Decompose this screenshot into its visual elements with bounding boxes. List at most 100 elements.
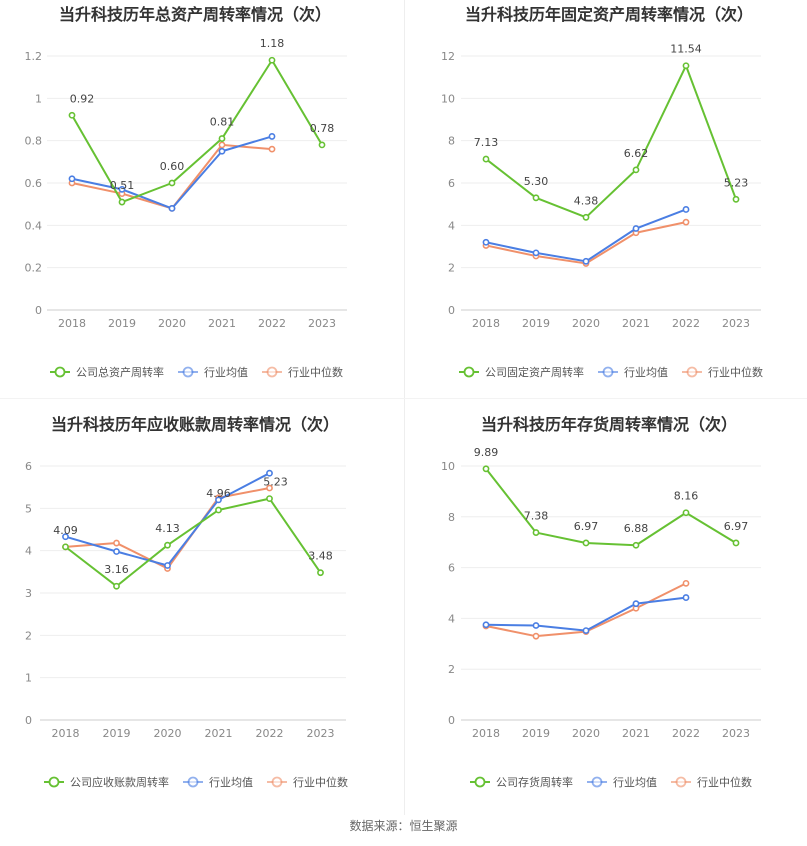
- data-label: 1.18: [260, 37, 285, 50]
- data-point-average: [482, 621, 490, 629]
- legend-label: 公司应收账款周转率: [70, 775, 169, 789]
- y-tick-label: 2: [448, 663, 455, 676]
- data-point-average: [62, 533, 69, 541]
- legend-item-company: 公司存货周转率: [470, 775, 573, 789]
- data-point-company: [632, 541, 640, 549]
- y-tick-label: 0: [448, 714, 455, 727]
- y-tick-label: 0: [35, 304, 42, 317]
- data-label: 0.92: [70, 92, 95, 105]
- y-tick-label: 4: [448, 612, 455, 625]
- y-tick-label: 2: [25, 629, 32, 642]
- y-tick-label: 8: [448, 511, 455, 524]
- legend-item-median: 行业中位数: [262, 365, 343, 379]
- data-point-average: [118, 185, 126, 193]
- series-line-average: [65, 472, 270, 567]
- data-label: 5.23: [724, 176, 749, 189]
- data-label: 5.30: [524, 175, 549, 188]
- series-line-median: [71, 143, 273, 210]
- x-tick-label: 2018: [52, 727, 80, 740]
- data-label: 0.81: [210, 116, 235, 129]
- legend-swatch-marker: [675, 776, 687, 788]
- data-point-median: [218, 141, 226, 149]
- data-point-median: [113, 539, 120, 547]
- legend-item-average: 行业均值: [178, 366, 248, 379]
- legend-swatch-marker: [266, 366, 278, 378]
- data-point-average: [168, 204, 176, 212]
- data-label: 3.48: [308, 550, 333, 563]
- data-point-company: [62, 543, 69, 551]
- legend-item-company: 公司总资产周转率: [50, 365, 164, 379]
- data-label: 9.89: [474, 446, 499, 459]
- x-tick-label: 2019: [103, 727, 131, 740]
- data-point-average: [113, 548, 120, 555]
- legend-swatch-marker: [463, 366, 475, 378]
- data-point-average: [218, 147, 226, 155]
- legend-label: 行业中位数: [293, 775, 348, 789]
- chart-title: 当升科技历年存货周转率情况（次）: [481, 415, 737, 434]
- y-tick-label: 3: [25, 587, 32, 600]
- data-source-label: 数据来源：恒生聚源: [349, 819, 458, 833]
- chart-panel-2: 当升科技历年固定资产周转率情况（次） 0 2 4 6 8 10 12 2018 2019 2020 2…: [441, 5, 763, 379]
- y-tick-label: 1: [35, 92, 42, 105]
- data-point-median: [268, 145, 276, 153]
- x-tick-label: 2022: [256, 727, 284, 740]
- legend-label: 行业中位数: [697, 775, 752, 789]
- y-tick-label: 1: [25, 672, 32, 685]
- y-tick-label: 10: [441, 460, 455, 473]
- data-point-company: [532, 194, 540, 202]
- panel-divider-horizontal: [0, 398, 807, 399]
- y-tick-label: 6: [448, 177, 455, 190]
- data-label: 6.97: [724, 520, 749, 533]
- x-tick-label: 2019: [108, 317, 136, 330]
- legend-label: 行业均值: [209, 776, 253, 789]
- y-tick-label: 4: [25, 545, 32, 558]
- series-line-company: [71, 59, 323, 204]
- x-tick-label: 2023: [722, 317, 750, 330]
- y-tick-label: 8: [448, 135, 455, 148]
- data-label: 3.16: [104, 563, 129, 576]
- data-point-company: [317, 569, 324, 577]
- legend-swatch-marker: [686, 366, 698, 378]
- data-point-average: [582, 257, 590, 265]
- data-point-company: [215, 506, 222, 514]
- data-label: 5.23: [263, 476, 288, 489]
- data-point-median: [266, 484, 273, 492]
- panel-divider-vertical: [404, 0, 405, 815]
- legend-label: 行业中位数: [288, 365, 343, 379]
- x-tick-label: 2021: [208, 317, 236, 330]
- data-point-company: [682, 62, 690, 70]
- legend-label: 行业均值: [624, 366, 668, 379]
- data-point-average: [215, 496, 222, 504]
- x-tick-label: 2018: [58, 317, 86, 330]
- y-tick-label: 6: [25, 460, 32, 473]
- x-tick-label: 2020: [572, 317, 600, 330]
- data-point-company: [582, 539, 590, 547]
- legend-swatch-marker: [602, 366, 614, 378]
- data-label: 7.38: [524, 510, 549, 523]
- x-tick-label: 2023: [307, 727, 335, 740]
- legend-swatch-marker: [474, 776, 486, 788]
- data-label: 0.60: [160, 160, 185, 173]
- legend-swatch-marker: [591, 776, 603, 788]
- data-point-average: [482, 238, 490, 246]
- data-label: 7.13: [474, 136, 499, 149]
- x-tick-label: 2020: [154, 727, 182, 740]
- chart-panel-4: 当升科技历年存货周转率情况（次） 0 2 4 6 8 10 2018 2019 2020 2021 2…: [441, 415, 761, 789]
- chart-title: 当升科技历年总资产周转率情况（次）: [59, 5, 331, 24]
- data-point-company: [582, 213, 590, 221]
- legend-swatch-marker: [187, 776, 199, 788]
- legend-label: 公司固定资产周转率: [485, 365, 584, 379]
- legend-item-average: 行业均值: [183, 776, 253, 789]
- y-tick-label: 0: [448, 304, 455, 317]
- y-tick-label: 10: [441, 92, 455, 105]
- legend-item-average: 行业均值: [598, 366, 668, 379]
- legend-swatch-marker: [271, 776, 283, 788]
- y-tick-label: 5: [25, 502, 32, 515]
- data-label: 0.78: [310, 122, 335, 135]
- data-point-average: [632, 600, 640, 608]
- data-point-company: [164, 541, 171, 549]
- data-point-average: [532, 249, 540, 257]
- y-tick-label: 0: [25, 714, 32, 727]
- data-point-company: [732, 195, 740, 203]
